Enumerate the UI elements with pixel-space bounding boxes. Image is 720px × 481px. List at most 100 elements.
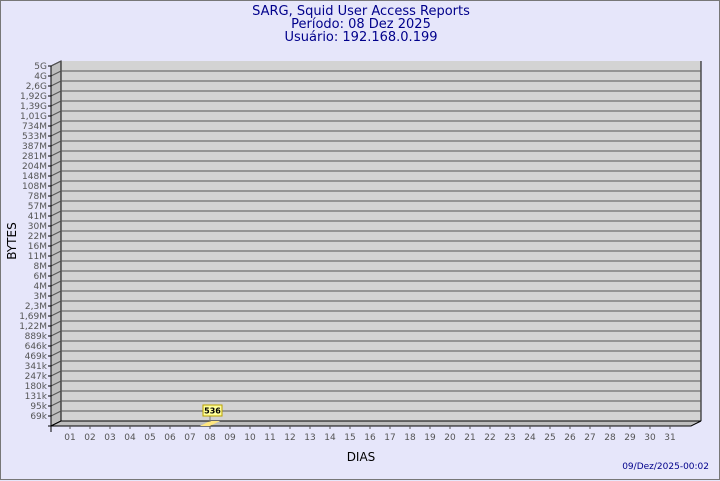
y-tick-label: 69k [30, 412, 47, 422]
grid-line-side [50, 310, 62, 317]
x-tick-label: 04 [124, 433, 136, 443]
grid-line-side [50, 90, 62, 97]
grid-line-side [50, 270, 62, 277]
y-tick-label: 889k [25, 332, 48, 342]
grid-line-side [50, 120, 62, 127]
y-tick-label: 148M [22, 172, 47, 182]
x-tick-label: 10 [244, 433, 256, 443]
chart-title: SARG, Squid User Access Reports [252, 4, 470, 19]
x-tick-label: 31 [664, 433, 675, 443]
x-tick-label: 20 [444, 433, 456, 443]
grid-line-side [50, 140, 62, 147]
y-tick-label: 4M [34, 282, 48, 292]
x-tick-label: 27 [584, 433, 595, 443]
grid-line-side [50, 280, 62, 287]
grid-line-side [50, 150, 62, 157]
x-tick-label: 22 [484, 433, 495, 443]
x-axis-label: DIAS [347, 450, 376, 464]
y-tick-label: 2,6G [26, 82, 47, 92]
grid-line-side [50, 130, 62, 137]
x-tick-label: 24 [524, 433, 536, 443]
y-tick-label: 734M [22, 122, 47, 132]
x-tick-label: 14 [324, 433, 336, 443]
x-tick-label: 16 [364, 433, 376, 443]
grid-line-side [50, 160, 62, 167]
y-tick-label: 281M [22, 152, 47, 162]
y-tick-label: 341k [25, 362, 48, 372]
y-axis-label: BYTES [5, 222, 19, 259]
grid-line-side [50, 110, 62, 117]
grid-line-side [50, 240, 62, 247]
x-tick-label: 25 [544, 433, 555, 443]
grid-line-side [50, 390, 62, 397]
grid-line-side [50, 400, 62, 407]
y-tick-label: 41M [28, 212, 47, 222]
y-tick-label: 11M [28, 252, 47, 262]
grid-line-side [50, 180, 62, 187]
y-tick-label: 180k [25, 382, 48, 392]
x-tick-label: 17 [384, 433, 395, 443]
y-tick-label: 469k [25, 352, 48, 362]
x-tick-label: 19 [424, 433, 436, 443]
grid-line-side [50, 360, 62, 367]
y-tick-label: 6M [34, 272, 48, 282]
x-tick-label: 28 [604, 433, 616, 443]
grid-line-side [50, 190, 62, 197]
x-tick-label: 03 [104, 433, 115, 443]
x-tick-label: 30 [644, 433, 656, 443]
grid-line-side [50, 370, 62, 377]
grid-line-side [50, 300, 62, 307]
y-tick-label: 95k [30, 402, 47, 412]
y-tick-label: 4G [34, 72, 47, 82]
y-tick-label: 22M [28, 232, 47, 242]
chart-period: Período: 08 Dez 2025 [291, 17, 431, 32]
x-tick-label: 29 [624, 433, 636, 443]
grid-line-side [50, 320, 62, 327]
x-tick-label: 15 [344, 433, 355, 443]
grid-line-side [50, 220, 62, 227]
y-tick-label: 1,69M [19, 312, 47, 322]
x-tick-label: 07 [184, 433, 195, 443]
y-tick-label: 2,3M [25, 302, 47, 312]
x-tick-label: 21 [464, 433, 475, 443]
x-tick-label: 11 [264, 433, 275, 443]
grid-line-side [50, 290, 62, 297]
x-tick-label: 08 [204, 433, 216, 443]
x-tick-label: 09 [224, 433, 236, 443]
y-tick-label: 8M [34, 262, 48, 272]
y-tick-label: 646k [25, 342, 48, 352]
grid-line-side [50, 330, 62, 337]
grid-line-side [50, 210, 62, 217]
y-tick-label: 78M [28, 192, 47, 202]
grid-line-side [50, 380, 62, 387]
grid-line-side [50, 170, 62, 177]
grid-line-side [50, 250, 62, 257]
bar-value-label: 536 [204, 407, 221, 416]
grid-line-side [50, 60, 62, 67]
y-tick-label: 3M [34, 292, 48, 302]
y-tick-label: 131k [25, 392, 48, 402]
x-tick-label: 12 [284, 433, 295, 443]
y-tick-label: 108M [22, 182, 47, 192]
grid-line-side [50, 100, 62, 107]
x-tick-label: 01 [64, 433, 75, 443]
chart-user: Usuário: 192.168.0.199 [284, 30, 438, 45]
y-tick-label: 57M [28, 202, 47, 212]
grid-line-side [50, 410, 62, 417]
grid-line-side [50, 200, 62, 207]
plot-floor [50, 420, 702, 427]
y-tick-label: 387M [22, 142, 47, 152]
y-tick-label: 30M [28, 222, 47, 232]
y-tick-label: 16M [28, 242, 47, 252]
y-tick-label: 533M [22, 132, 47, 142]
grid-line-side [50, 350, 62, 357]
x-tick-label: 23 [504, 433, 515, 443]
bar-day-08 [200, 421, 220, 426]
x-tick-label: 18 [404, 433, 416, 443]
grid-line-side [50, 230, 62, 237]
y-tick-label: 1,92G [20, 92, 47, 102]
y-tick-label: 5G [34, 62, 47, 72]
x-tick-label: 13 [304, 433, 315, 443]
